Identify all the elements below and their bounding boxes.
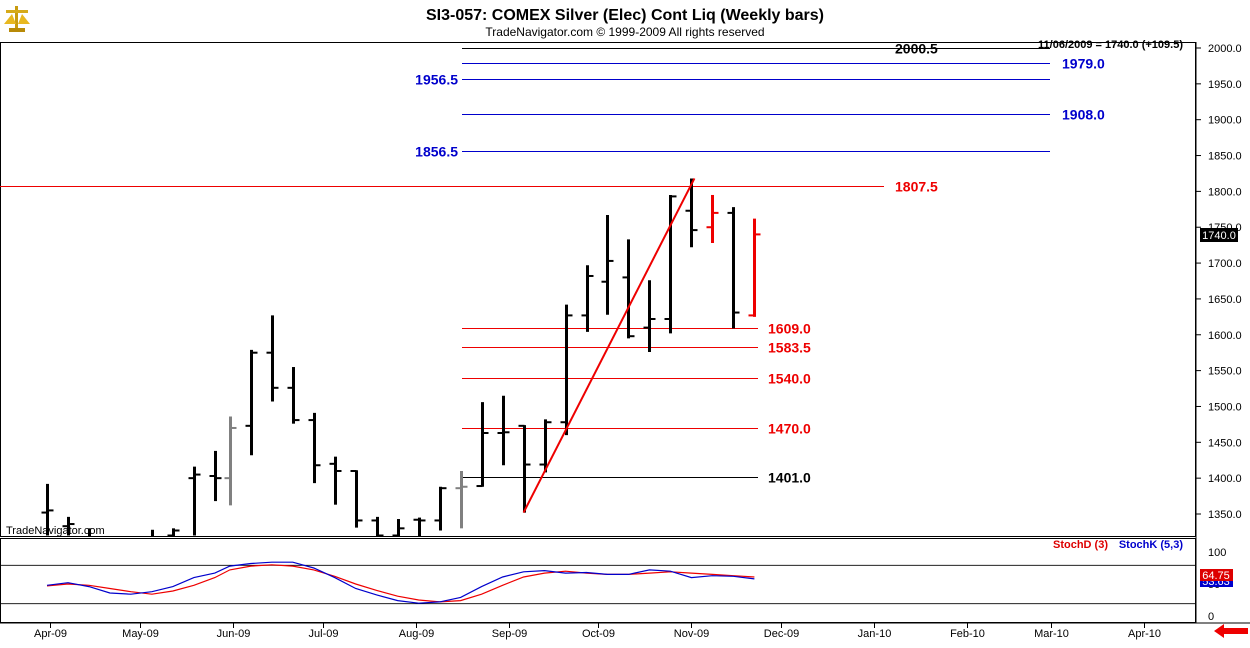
ohlc-bar — [308, 412, 321, 484]
x-tick-label: Nov-09 — [674, 628, 709, 640]
x-tick-label: Feb-10 — [950, 628, 985, 640]
price-tick-label: 1950.0 — [1208, 79, 1242, 91]
ohlc-bar — [62, 516, 75, 536]
level-label-1856.5: 1856.5 — [415, 144, 458, 160]
price-tick-label: 1850.0 — [1208, 151, 1242, 163]
ohlc-bar — [727, 207, 740, 329]
chart-copyright: TradeNavigator.com © 1999-2009 All right… — [485, 25, 764, 39]
ohlc-bar — [41, 483, 54, 536]
level-label-2000.5: 2000.5 — [895, 41, 938, 57]
ohlc-bar — [266, 315, 279, 402]
stoch-tick-label: 0 — [1208, 611, 1214, 623]
ohlc-bar — [455, 470, 468, 529]
level-label-1609.0: 1609.0 — [768, 321, 811, 337]
ohlc-bar — [392, 519, 405, 537]
ohlc-bar — [622, 239, 635, 339]
x-tick-label: Jan-10 — [858, 628, 892, 640]
x-tick-label: Apr-09 — [34, 628, 67, 640]
x-tick-label: Jul-09 — [309, 628, 339, 640]
x-tick-label: May-09 — [122, 628, 159, 640]
balance-scale-icon — [4, 6, 30, 32]
price-tick-label: 1350.0 — [1208, 509, 1242, 521]
ohlc-bar — [329, 456, 342, 505]
chart-title: SI3-057: COMEX Silver (Elec) Cont Liq (W… — [426, 7, 824, 24]
ohlc-bar — [350, 469, 363, 528]
stoch-lines — [46, 561, 755, 604]
level-label-1401.0: 1401.0 — [768, 470, 811, 486]
price-tick-label: 1650.0 — [1208, 294, 1242, 306]
ohlc-bar — [748, 218, 761, 317]
ohlc-bar — [476, 402, 489, 488]
x-tick-label: Aug-09 — [399, 628, 434, 640]
price-tick-label: 1450.0 — [1208, 437, 1242, 449]
price-tick-label: 1600.0 — [1208, 330, 1242, 342]
x-tick-label: Dec-09 — [764, 628, 799, 640]
ohlc-bar — [706, 194, 719, 244]
legend-stochd: StochD (3) — [1053, 539, 1108, 551]
stoch-tick-label: 100 — [1208, 547, 1226, 559]
price-tick-label: 1800.0 — [1208, 186, 1242, 198]
price-tick-label: 1700.0 — [1208, 258, 1242, 270]
ohlc-bar — [581, 265, 594, 332]
level-label-1807.5: 1807.5 — [895, 179, 938, 195]
price-tick-label: 2000.0 — [1208, 43, 1242, 55]
ohlc-bar — [560, 304, 573, 436]
level-label-1979.0: 1979.0 — [1062, 56, 1105, 72]
price-readout-box — [1200, 228, 1238, 242]
x-tick-label: Jun-09 — [217, 628, 251, 640]
x-tick-label: Oct-09 — [582, 628, 615, 640]
stochd-value-box — [1200, 569, 1233, 581]
ohlc-bar — [224, 416, 237, 506]
ohlc-bar — [167, 528, 180, 537]
ohlc-bar — [685, 178, 698, 248]
level-label-1956.5: 1956.5 — [415, 72, 458, 88]
level-label-1908.0: 1908.0 — [1062, 107, 1105, 123]
x-tick-label: Sep-09 — [492, 628, 527, 640]
ohlc-bar — [497, 395, 510, 466]
stoch-series-0 — [46, 564, 755, 603]
ohlc-bar — [287, 367, 300, 424]
ohlc-bar — [643, 280, 656, 352]
stoch-panel-frame — [0, 538, 1196, 623]
ohlc-bar — [539, 419, 552, 473]
x-tick-label: Apr-10 — [1128, 628, 1161, 640]
stoch-reference-lines — [0, 564, 1196, 605]
ohlc-bar — [245, 349, 258, 456]
ohlc-bar — [434, 486, 447, 531]
ohlc-bar — [601, 215, 614, 315]
x-tick-label: Mar-10 — [1034, 628, 1069, 640]
ohlc-bar — [664, 194, 677, 334]
level-label-1583.5: 1583.5 — [768, 340, 811, 356]
x-axis: Apr-09 May-09 Jun-09 Jul-09 Aug-09 Sep-09 Oct-… — [34, 623, 1161, 640]
ohlc-bar — [188, 466, 201, 536]
price-tick-label: 1500.0 — [1208, 401, 1242, 413]
stoch-series-1 — [46, 561, 755, 604]
price-y-axis: 2000.01950.01900.01850.01800.01750.01700… — [1196, 43, 1242, 521]
price-readout: 1740.0 — [1202, 230, 1236, 242]
level-lines: 2000.5 1979.0 1956.5 1908.0 1856.5 1807.5 1609… — [0, 41, 1105, 486]
ohlc-bar — [209, 450, 222, 502]
watermark: TradeNavigator.com — [6, 525, 105, 537]
scroll-left-arrow[interactable] — [1214, 624, 1248, 638]
level-label-1540.0: 1540.0 — [768, 371, 811, 387]
level-label-1470.0: 1470.0 — [768, 421, 811, 437]
price-tick-label: 1400.0 — [1208, 473, 1242, 485]
price-tick-label: 1550.0 — [1208, 366, 1242, 378]
trendline — [522, 178, 696, 514]
price-bars — [41, 178, 761, 537]
last-price-info: 11/06/2009 = 1740.0 (+109.5) — [1038, 39, 1183, 51]
legend-stochk: StochK (5,3) — [1119, 539, 1184, 551]
ohlc-bar — [371, 516, 384, 537]
price-panel-frame — [0, 42, 1196, 537]
ohlc-bar — [413, 517, 426, 536]
ohlc-bar — [518, 424, 531, 513]
price-tick-label: 1900.0 — [1208, 115, 1242, 127]
stochd-value: 64.75 — [1202, 570, 1230, 582]
